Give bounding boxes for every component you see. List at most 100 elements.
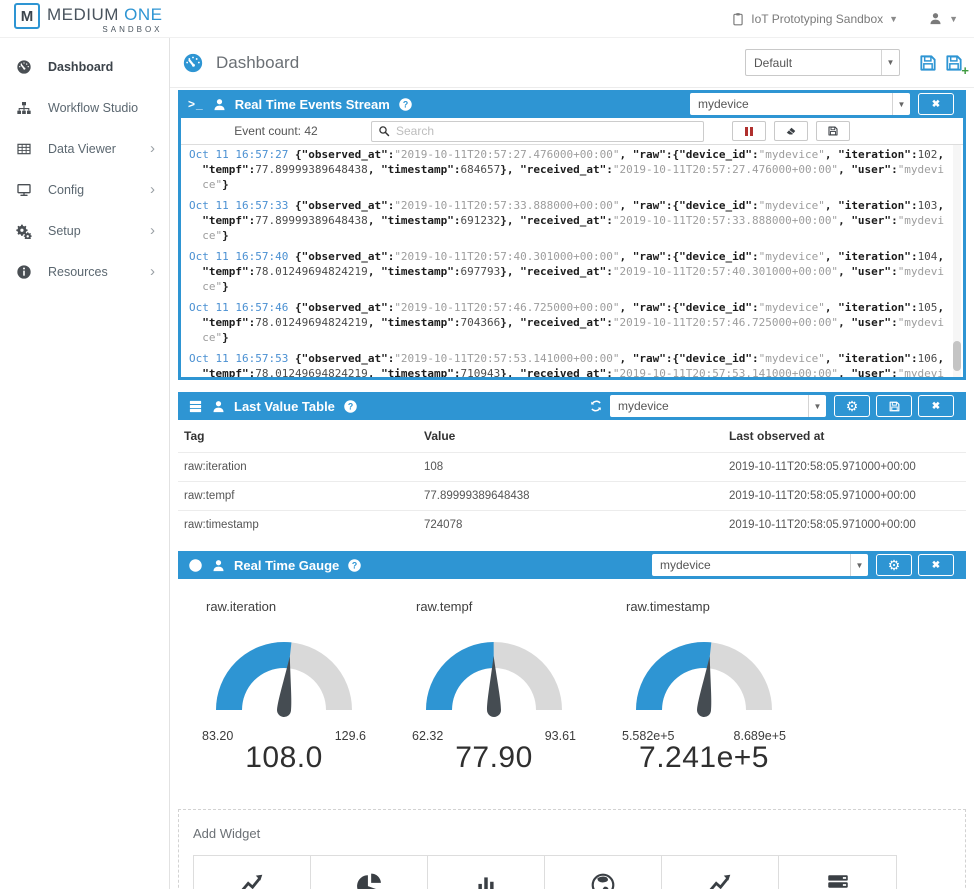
pause-icon: [745, 126, 748, 136]
search-icon: [378, 125, 390, 137]
cogs-icon: [16, 223, 34, 239]
gauge-panel-header: Real Time Gauge mydevice ▼ ⚙ ✖: [178, 551, 966, 579]
value-cell: 724078: [418, 510, 723, 539]
save-dashboard-button[interactable]: [918, 53, 938, 73]
sandbox-selector[interactable]: IoT Prototyping Sandbox: [751, 11, 884, 26]
chevron-right-icon: ›: [150, 222, 155, 239]
dashboard-preset-select[interactable]: Default ▼: [745, 49, 900, 76]
chevron-right-icon: ›: [150, 140, 155, 157]
widget-card-grouped-users-geopoint-chart[interactable]: Grouped Users GeoPoint Chart: [545, 856, 662, 889]
events-device-value: mydevice: [698, 97, 749, 111]
real-time-gauge-panel: Real Time Gauge mydevice ▼ ⚙ ✖ raw.itera…: [178, 551, 966, 795]
close-panel-button[interactable]: ✖: [918, 554, 954, 576]
brand-name-right: ONE: [124, 5, 163, 24]
last-observed-cell: 2019-10-11T20:58:05.971000+00:00: [723, 481, 966, 511]
sidebar-item-workflow-studio[interactable]: Workflow Studio ›: [0, 87, 169, 128]
events-panel-header: >_ Real Time Events Stream mydevice ▼ ✖: [178, 90, 966, 118]
log-entry: Oct 11 16:57:27 {"observed_at":"2019-10-…: [189, 148, 945, 191]
chevron-right-icon: ›: [150, 263, 155, 280]
gear-icon: ⚙: [845, 398, 859, 414]
dashboard-gauge-icon: [182, 52, 204, 74]
real-time-events-stream-panel: >_ Real Time Events Stream mydevice ▼ ✖ …: [178, 90, 966, 380]
save-stream-button[interactable]: [816, 121, 850, 141]
sidebar-item-config[interactable]: Config ›: [0, 169, 169, 210]
sidebar-item-setup[interactable]: Setup ›: [0, 210, 169, 251]
add-widget-title: Add Widget: [193, 826, 261, 841]
widget-card-single-user-cross-filter-chart[interactable]: Single User Cross Filter Chart: [779, 856, 896, 889]
gauge-widget: raw.iteration 83.20 129.6 108.0: [196, 599, 372, 775]
preset-select-value: Default: [754, 55, 793, 70]
table-row: raw:timestamp 724078 2019-10-11T20:58:05.9…: [178, 510, 966, 539]
plus-icon: +: [961, 62, 969, 78]
user-menu-icon[interactable]: [928, 11, 943, 26]
lvt-device-select[interactable]: mydevice ▼: [610, 395, 826, 417]
events-toolbar: Event count: 42: [181, 118, 963, 145]
widget-card-grouped-users-pie-chart[interactable]: Grouped Users Pie Chart: [311, 856, 428, 889]
save-widget-button[interactable]: [876, 395, 912, 417]
gauge-icon: [188, 558, 203, 573]
events-device-select[interactable]: mydevice ▼: [690, 93, 910, 115]
help-icon[interactable]: [398, 97, 413, 112]
sidebar-item-resources[interactable]: Resources ›: [0, 251, 169, 292]
lvt-panel-header: Last Value Table mydevice ▼ ⚙ ✖: [178, 392, 966, 420]
brand-subtitle: SANDBOX: [102, 25, 163, 34]
clipboard-icon: [731, 12, 745, 26]
chevron-down-icon: ▼: [892, 93, 910, 115]
event-count: Event count: 42: [234, 124, 318, 138]
last-value-table-panel: Last Value Table mydevice ▼ ⚙ ✖ Tag Value…: [178, 392, 966, 539]
last-value-table: Tag Value Last observed at raw:iteration 10…: [178, 420, 966, 539]
gauge-widget: raw.tempf 62.32 93.61 77.90: [406, 599, 582, 775]
chevron-down-icon: ▼: [881, 50, 899, 75]
gear-icon: ⚙: [887, 557, 901, 573]
scrollbar-thumb[interactable]: [953, 341, 961, 371]
widget-gallery: Grouped Users Line Chart Grouped Users P…: [193, 855, 897, 889]
gauge-max-label: 129.6: [334, 729, 366, 743]
table-icon: [16, 141, 34, 157]
scrollbar[interactable]: [953, 145, 961, 377]
lvt-device-value: mydevice: [618, 399, 669, 413]
pause-stream-button[interactable]: [732, 121, 766, 141]
chevron-down-icon[interactable]: ▼: [889, 13, 899, 24]
settings-button[interactable]: ⚙: [876, 554, 912, 576]
events-log[interactable]: Oct 11 16:57:27 {"observed_at":"2019-10-…: [181, 145, 963, 377]
brand-name-left: MEDIUM: [47, 5, 125, 24]
list-icon: [188, 399, 203, 414]
close-panel-button[interactable]: ✖: [918, 93, 954, 115]
line-chart-icon: [666, 872, 774, 889]
refresh-icon[interactable]: [589, 399, 603, 413]
page-title: Dashboard: [216, 52, 300, 72]
search-input[interactable]: [396, 124, 697, 138]
sidebar-item-data-viewer[interactable]: Data Viewer ›: [0, 128, 169, 169]
gauge-dial: [216, 642, 352, 717]
value-cell: 77.89999389648438: [418, 481, 723, 511]
widget-card-single-user-line-chart[interactable]: Single User Line Chart: [662, 856, 779, 889]
settings-button[interactable]: ⚙: [834, 395, 870, 417]
save-dashboard-as-button[interactable]: +: [944, 53, 969, 78]
widget-card-grouped-users-line-chart[interactable]: Grouped Users Line Chart: [194, 856, 311, 889]
dashboard-gauge-icon: [16, 59, 34, 75]
close-panel-button[interactable]: ✖: [918, 395, 954, 417]
tag-cell: raw:timestamp: [178, 510, 418, 539]
chevron-down-icon: ▼: [808, 395, 826, 417]
chevron-down-icon[interactable]: ▼: [949, 13, 958, 24]
search-box[interactable]: [371, 120, 704, 142]
user-icon: [211, 399, 226, 414]
sidebar-item-dashboard[interactable]: Dashboard ›: [0, 46, 169, 87]
gauge-needle: [697, 656, 712, 717]
log-entry: Oct 11 16:57:46 {"observed_at":"2019-10-…: [189, 301, 945, 344]
value-cell: 108: [418, 452, 723, 482]
gauge-value: 7.241e+5: [639, 741, 769, 774]
log-entry: Oct 11 16:57:40 {"observed_at":"2019-10-…: [189, 250, 945, 293]
terminal-icon: >_: [188, 97, 204, 111]
widget-card-grouped-users-bar-chart[interactable]: Grouped Users Bar Chart: [428, 856, 545, 889]
gauge-device-select[interactable]: mydevice ▼: [652, 554, 868, 576]
help-icon[interactable]: [343, 399, 358, 414]
gauge-device-value: mydevice: [660, 558, 711, 572]
bar-chart-icon: [432, 872, 540, 889]
clear-stream-button[interactable]: [774, 121, 808, 141]
sitemap-icon: [16, 100, 34, 116]
table-header-row: Tag Value Last observed at: [178, 420, 966, 453]
line-chart-icon: [198, 872, 306, 889]
add-widget-section: Add Widget Grouped Users Line Chart Grou…: [178, 809, 966, 889]
help-icon[interactable]: [347, 558, 362, 573]
